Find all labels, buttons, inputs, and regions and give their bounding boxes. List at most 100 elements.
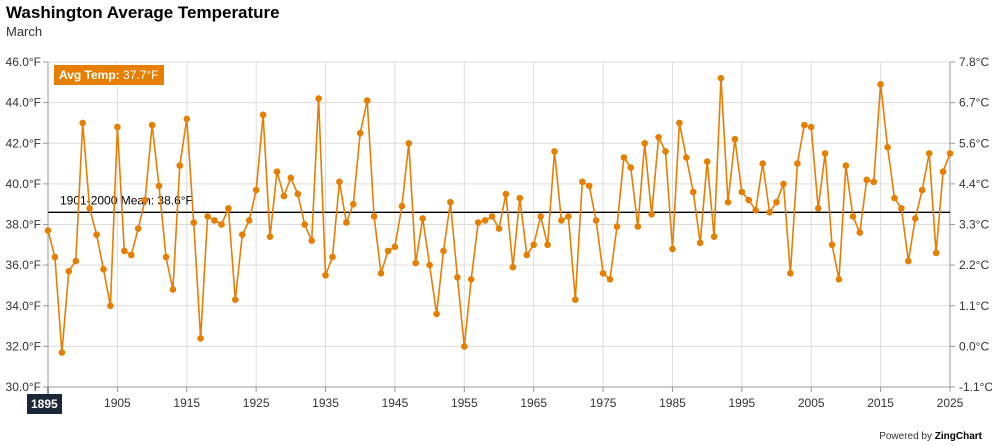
mean-line-group: 1901-2000 Mean: 38.6°F xyxy=(48,193,950,213)
data-point xyxy=(114,123,121,131)
tooltip: Avg Temp: 37.7°F xyxy=(53,64,165,86)
data-point xyxy=(898,205,905,212)
data-point xyxy=(939,168,947,175)
data-point xyxy=(343,219,350,226)
data-point xyxy=(134,225,142,232)
data-point xyxy=(259,111,267,119)
data-point xyxy=(516,194,524,202)
data-point xyxy=(315,95,322,102)
data-point xyxy=(294,190,302,198)
y-tick-label: 40.0°F xyxy=(6,177,41,191)
data-point xyxy=(384,247,392,255)
data-point xyxy=(44,227,52,234)
data-point xyxy=(141,196,149,204)
data-point xyxy=(245,217,253,224)
data-point xyxy=(273,168,281,175)
data-point xyxy=(301,221,309,228)
y2-tick-label: 6.7°C xyxy=(959,96,989,110)
axes xyxy=(43,61,955,392)
data-point xyxy=(891,194,898,202)
x-tick-label: 2015 xyxy=(867,396,894,410)
data-point xyxy=(912,215,919,222)
data-point xyxy=(877,81,884,88)
data-point xyxy=(932,249,940,257)
data-point xyxy=(350,200,357,208)
data-point xyxy=(440,247,447,255)
data-point xyxy=(162,253,170,261)
data-point xyxy=(426,261,433,269)
data-point xyxy=(100,265,107,273)
data-point xyxy=(128,251,135,259)
data-point xyxy=(884,144,891,151)
data-point xyxy=(176,162,184,169)
data-point xyxy=(363,97,371,104)
data-point xyxy=(79,119,86,127)
data-point xyxy=(606,276,614,283)
data-point xyxy=(565,213,572,220)
data-point xyxy=(551,148,558,155)
data-point xyxy=(946,150,954,157)
data-point xyxy=(107,302,114,310)
data-point xyxy=(419,215,427,222)
data-point xyxy=(232,296,239,304)
data-point xyxy=(252,186,260,194)
data-point xyxy=(773,198,780,206)
tooltip-label: Avg Temp: xyxy=(59,68,120,82)
data-point xyxy=(488,213,496,220)
data-point xyxy=(197,335,204,342)
data-point xyxy=(731,135,739,143)
x-tick-label: 1965 xyxy=(520,396,547,410)
tooltip-value: 37.7°F xyxy=(123,68,159,82)
data-point xyxy=(495,225,503,232)
data-point xyxy=(155,182,163,190)
data-point xyxy=(72,257,80,265)
powered-by[interactable]: Powered by ZingChart xyxy=(879,431,982,442)
data-point xyxy=(918,186,926,194)
data-point xyxy=(849,213,857,220)
data-point xyxy=(412,259,420,267)
data-point xyxy=(856,229,864,236)
data-point xyxy=(717,74,725,82)
data-point xyxy=(280,192,288,200)
zingchart-brand[interactable]: ZingChart xyxy=(934,431,982,442)
data-point xyxy=(474,219,482,226)
data-point xyxy=(669,245,676,253)
data-point xyxy=(530,241,537,249)
data-point xyxy=(218,221,225,228)
x-tick-label: 1995 xyxy=(728,396,755,410)
y-tick-label: 30.0°F xyxy=(6,380,41,394)
data-point xyxy=(65,267,73,275)
data-point xyxy=(523,251,531,259)
grid xyxy=(47,61,951,388)
data-point xyxy=(766,209,773,216)
data-point xyxy=(322,272,329,279)
data-point xyxy=(835,276,843,283)
series-group xyxy=(44,74,954,356)
data-point xyxy=(308,237,316,244)
x-tick-label: 2025 xyxy=(937,396,964,410)
data-point xyxy=(454,274,461,281)
powered-by-label: Powered by xyxy=(879,431,932,442)
data-point xyxy=(738,188,746,196)
x-tick-label: 1945 xyxy=(382,396,409,410)
data-point xyxy=(752,207,759,214)
data-point xyxy=(509,263,517,271)
y-tick-label: 44.0°F xyxy=(6,96,41,110)
data-point xyxy=(634,223,642,230)
data-point xyxy=(502,190,510,198)
data-point xyxy=(925,150,933,157)
series-line xyxy=(47,77,951,354)
data-point xyxy=(51,253,59,261)
data-point xyxy=(183,115,191,123)
data-point xyxy=(58,349,66,356)
data-point xyxy=(447,198,454,206)
data-point xyxy=(544,241,551,249)
data-point xyxy=(745,196,753,204)
chart-subtitle: March xyxy=(6,24,43,39)
data-point xyxy=(655,133,662,141)
data-point xyxy=(801,121,808,129)
data-point xyxy=(662,148,669,155)
crosshair-x-label: 1895 xyxy=(27,394,62,414)
data-point xyxy=(579,178,586,186)
